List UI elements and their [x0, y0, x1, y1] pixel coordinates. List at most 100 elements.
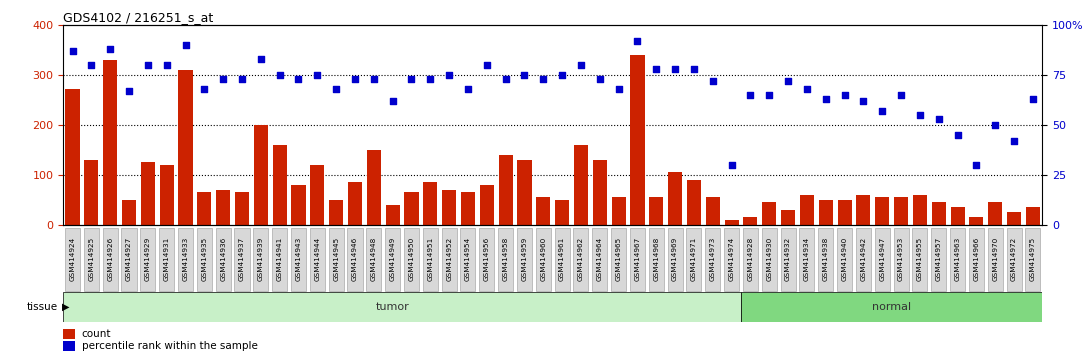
- Text: GSM414951: GSM414951: [428, 237, 433, 281]
- Text: GSM414957: GSM414957: [936, 237, 942, 281]
- Point: [836, 92, 853, 98]
- Bar: [573, 145, 588, 225]
- FancyBboxPatch shape: [367, 228, 381, 291]
- Bar: [367, 150, 381, 225]
- Bar: [385, 205, 399, 225]
- Text: count: count: [82, 329, 111, 339]
- FancyBboxPatch shape: [479, 228, 494, 291]
- Bar: [292, 185, 306, 225]
- Text: GDS4102 / 216251_s_at: GDS4102 / 216251_s_at: [63, 11, 213, 24]
- Text: GSM414937: GSM414937: [239, 237, 245, 281]
- Point: [176, 42, 194, 48]
- Text: GSM414953: GSM414953: [898, 237, 904, 281]
- Bar: [988, 202, 1002, 225]
- Bar: [951, 207, 965, 225]
- Bar: [875, 197, 889, 225]
- Point: [704, 78, 721, 84]
- Bar: [348, 182, 362, 225]
- FancyBboxPatch shape: [197, 228, 212, 291]
- Text: tumor: tumor: [375, 302, 409, 312]
- Point: [384, 98, 401, 104]
- Point: [478, 62, 495, 68]
- Point: [516, 72, 533, 78]
- FancyBboxPatch shape: [404, 228, 419, 291]
- FancyBboxPatch shape: [592, 228, 607, 291]
- Text: GSM414943: GSM414943: [296, 237, 301, 281]
- Text: GSM414934: GSM414934: [804, 237, 809, 281]
- Text: GSM414968: GSM414968: [653, 237, 659, 281]
- Text: GSM414955: GSM414955: [917, 237, 923, 281]
- FancyBboxPatch shape: [893, 228, 908, 291]
- Text: GSM414942: GSM414942: [861, 237, 866, 281]
- Text: GSM414961: GSM414961: [559, 237, 565, 281]
- FancyBboxPatch shape: [102, 228, 118, 291]
- FancyBboxPatch shape: [215, 228, 231, 291]
- Text: GSM414959: GSM414959: [521, 237, 528, 281]
- Point: [799, 86, 816, 92]
- Point: [949, 132, 966, 138]
- FancyBboxPatch shape: [555, 228, 570, 291]
- Text: GSM414952: GSM414952: [446, 237, 453, 281]
- Text: GSM414947: GSM414947: [879, 237, 886, 281]
- Bar: [1007, 212, 1022, 225]
- Text: GSM414935: GSM414935: [201, 237, 208, 281]
- FancyBboxPatch shape: [517, 228, 532, 291]
- Bar: [706, 197, 720, 225]
- FancyBboxPatch shape: [347, 228, 362, 291]
- Bar: [140, 162, 154, 225]
- FancyBboxPatch shape: [837, 228, 852, 291]
- Text: GSM414949: GSM414949: [390, 237, 396, 281]
- FancyBboxPatch shape: [122, 228, 137, 291]
- Point: [64, 48, 82, 53]
- FancyBboxPatch shape: [743, 228, 758, 291]
- Text: GSM414941: GSM414941: [276, 237, 283, 281]
- Bar: [103, 60, 118, 225]
- Bar: [913, 195, 927, 225]
- Bar: [763, 202, 777, 225]
- Point: [591, 76, 608, 82]
- Bar: [329, 200, 343, 225]
- Text: GSM414971: GSM414971: [691, 237, 697, 281]
- FancyBboxPatch shape: [762, 228, 777, 291]
- Bar: [442, 190, 456, 225]
- Text: GSM414928: GSM414928: [747, 237, 753, 281]
- Point: [874, 108, 891, 114]
- Text: GSM414925: GSM414925: [88, 237, 95, 281]
- Text: GSM414932: GSM414932: [786, 237, 791, 281]
- Point: [685, 66, 703, 72]
- Bar: [781, 210, 795, 225]
- Text: GSM414956: GSM414956: [484, 237, 490, 281]
- FancyBboxPatch shape: [988, 228, 1003, 291]
- Point: [629, 38, 646, 44]
- Bar: [310, 165, 324, 225]
- Text: normal: normal: [873, 302, 912, 312]
- FancyBboxPatch shape: [442, 228, 457, 291]
- FancyBboxPatch shape: [65, 228, 81, 291]
- Point: [441, 72, 458, 78]
- Point: [346, 76, 363, 82]
- Point: [892, 92, 910, 98]
- Bar: [65, 89, 79, 225]
- Bar: [818, 200, 832, 225]
- Bar: [630, 55, 644, 225]
- Text: GSM414938: GSM414938: [823, 237, 829, 281]
- Bar: [593, 160, 607, 225]
- FancyBboxPatch shape: [800, 228, 815, 291]
- FancyBboxPatch shape: [573, 228, 589, 291]
- Text: GSM414960: GSM414960: [541, 237, 546, 281]
- FancyBboxPatch shape: [385, 228, 400, 291]
- Text: GSM414958: GSM414958: [503, 237, 508, 281]
- Bar: [668, 172, 682, 225]
- Point: [158, 62, 175, 68]
- Text: GSM414962: GSM414962: [578, 237, 584, 281]
- FancyBboxPatch shape: [648, 228, 664, 291]
- Text: GSM414966: GSM414966: [974, 237, 979, 281]
- Text: percentile rank within the sample: percentile rank within the sample: [82, 341, 258, 351]
- Text: GSM414936: GSM414936: [220, 237, 226, 281]
- FancyBboxPatch shape: [535, 228, 551, 291]
- Text: GSM414973: GSM414973: [709, 237, 716, 281]
- Text: GSM414975: GSM414975: [1030, 237, 1036, 281]
- Bar: [498, 155, 512, 225]
- Bar: [197, 192, 211, 225]
- Bar: [894, 197, 908, 225]
